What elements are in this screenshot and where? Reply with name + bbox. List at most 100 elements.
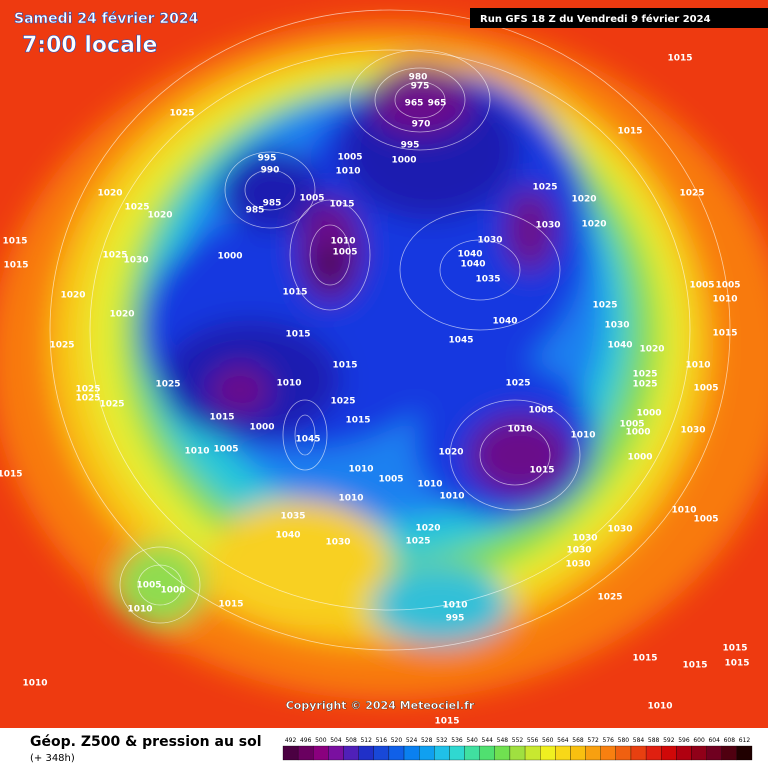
legend-swatch xyxy=(555,745,571,761)
legend-label: 600 xyxy=(693,737,705,744)
legend-label: 568 xyxy=(572,737,584,744)
isobar-label: 1015 xyxy=(617,127,642,137)
legend-label: 508 xyxy=(345,737,357,744)
legend-label: 536 xyxy=(451,737,463,744)
footer-subtitle: (+ 348h) xyxy=(30,753,75,764)
isobar-label: 1015 xyxy=(282,288,307,298)
isobar-label: 1015 xyxy=(345,416,370,426)
isobar-label: 1015 xyxy=(434,717,459,727)
time: 7:00 locale xyxy=(22,33,157,58)
legend-label: 560 xyxy=(542,737,554,744)
legend-swatch xyxy=(706,745,722,761)
isobar-label: 1025 xyxy=(75,385,100,395)
legend-swatch xyxy=(615,745,632,761)
isobar-label: 1015 xyxy=(682,661,707,671)
isobar-label: 1010 xyxy=(442,601,467,611)
legend-swatch xyxy=(419,745,435,761)
isobar-label: 1025 xyxy=(75,394,100,404)
isobar-label: 1015 xyxy=(724,659,749,669)
isobar-label: 1045 xyxy=(295,435,320,445)
isobar-label: 1025 xyxy=(124,203,149,213)
isobar-label: 1010 xyxy=(671,506,696,516)
isobar-label: 1040 xyxy=(275,531,300,541)
isobar-label: 1025 xyxy=(679,189,704,199)
isobar-label: 1010 xyxy=(22,679,47,689)
legend-swatch xyxy=(434,745,450,761)
legend-label: 576 xyxy=(603,737,615,744)
legend-swatch xyxy=(343,745,359,761)
legend-label: 608 xyxy=(724,737,736,744)
isobar-label: 1005 xyxy=(136,581,161,591)
isobar-label: 980 xyxy=(409,73,428,83)
isobar-label: 1040 xyxy=(457,250,482,260)
footer-title: Géop. Z500 & pression au sol xyxy=(30,734,262,750)
isobar-label: 1010 xyxy=(276,379,301,389)
copyright: Copyright © 2024 Meteociel.fr xyxy=(286,699,475,712)
legend-swatch xyxy=(449,745,465,761)
isobar-label: 1015 xyxy=(3,261,28,271)
isobar-label: 1010 xyxy=(335,167,360,177)
legend-label: 504 xyxy=(330,737,342,744)
legend-label: 552 xyxy=(512,737,524,744)
isobar-label: 1010 xyxy=(417,480,442,490)
legend-swatch xyxy=(313,745,329,761)
isobar-label: 985 xyxy=(263,199,282,209)
isobar-label: 970 xyxy=(412,120,431,130)
legend-label: 612 xyxy=(739,737,751,744)
isobar-label: 1025 xyxy=(169,109,194,119)
isobar-label: 1030 xyxy=(325,538,350,548)
isobar-label: 1030 xyxy=(604,321,629,331)
isobar-label: 1000 xyxy=(249,423,274,433)
isobar-label: 1005 xyxy=(619,420,644,430)
date: Samedi 24 février 2024 xyxy=(14,11,199,27)
isobar-label: 1020 xyxy=(109,310,134,320)
isobar-label: 1030 xyxy=(566,546,591,556)
isobar-label: 1030 xyxy=(680,426,705,436)
legend-swatch xyxy=(691,745,707,761)
isobar-label: 1015 xyxy=(667,54,692,64)
legend-label: 572 xyxy=(587,737,599,744)
isobar-label: 1015 xyxy=(218,600,243,610)
isobar-label: 1030 xyxy=(565,560,590,570)
legend-label: 520 xyxy=(391,737,403,744)
isobar-label: 1045 xyxy=(448,336,473,346)
isobar-label: 1005 xyxy=(528,406,553,416)
legend-swatch xyxy=(509,745,526,761)
isobar-label: 995 xyxy=(258,154,277,164)
isobar-label: 1000 xyxy=(636,409,661,419)
isobar-label: 1015 xyxy=(712,329,737,339)
legend-label: 492 xyxy=(285,737,297,744)
isobar-label: 1025 xyxy=(155,380,180,390)
legend-swatch xyxy=(721,745,738,761)
legend-swatch xyxy=(479,745,495,761)
isobar-label: 1015 xyxy=(632,654,657,664)
legend-label: 512 xyxy=(360,737,372,744)
isobar-label: 1000 xyxy=(625,428,650,438)
isobar-label: 1010 xyxy=(647,702,672,712)
legend-swatch xyxy=(358,745,374,761)
isobar-label: 1010 xyxy=(712,295,737,305)
isobar-label: 1010 xyxy=(330,237,355,247)
isobar-label: 1030 xyxy=(607,525,632,535)
legend-label: 532 xyxy=(436,737,448,744)
isobar-label: 1015 xyxy=(285,330,310,340)
legend-swatch xyxy=(570,745,586,761)
legend-swatch xyxy=(676,745,692,761)
isobar-label: 1000 xyxy=(391,156,416,166)
legend-swatch xyxy=(540,745,556,761)
legend-swatch xyxy=(585,745,601,761)
isobar-label: 1015 xyxy=(529,466,554,476)
isobar-label: 1030 xyxy=(535,221,560,231)
field xyxy=(0,0,768,728)
isobar-label: 1040 xyxy=(607,341,632,351)
legend-label: 556 xyxy=(527,737,539,744)
isobar-label: 1005 xyxy=(689,281,714,291)
isobar-label: 1025 xyxy=(532,183,557,193)
legend-swatch xyxy=(645,745,662,761)
legend-swatch xyxy=(373,745,390,761)
isobar-label: 1035 xyxy=(475,275,500,285)
isobar-label: 1025 xyxy=(592,301,617,311)
isobar-label: 1020 xyxy=(97,189,122,199)
isobar-label: 1020 xyxy=(415,524,440,534)
